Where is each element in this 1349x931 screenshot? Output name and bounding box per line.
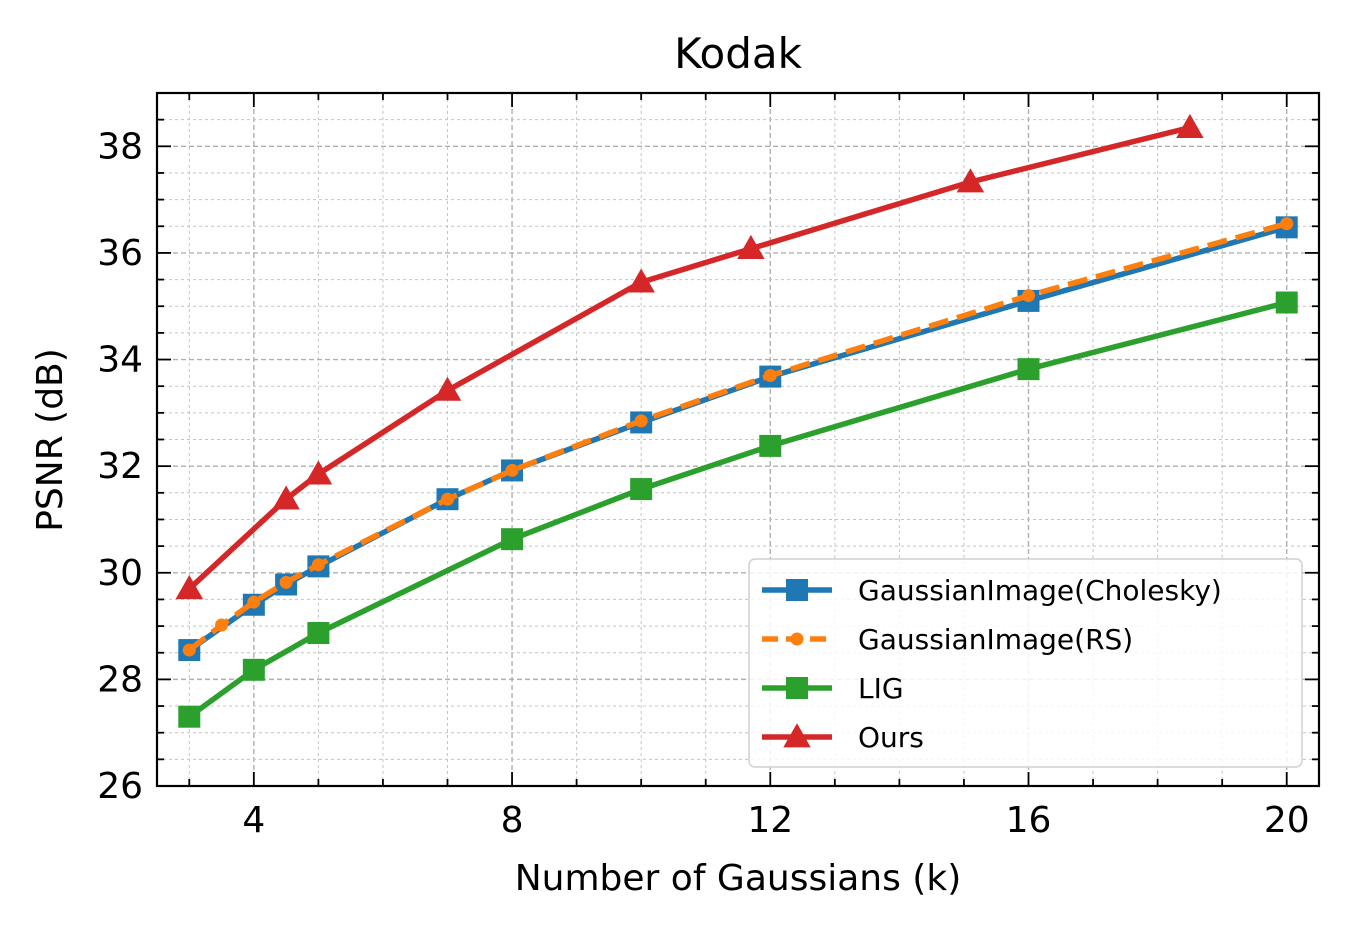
legend-label: Ours bbox=[858, 721, 924, 754]
data-point bbox=[1022, 289, 1035, 303]
y-tick-label: 34 bbox=[97, 340, 143, 381]
x-axis-label: Number of Gaussians (k) bbox=[515, 858, 962, 899]
legend: GaussianImage(Cholesky) GaussianImage(RS)… bbox=[748, 558, 1303, 768]
y-tick-label: 32 bbox=[97, 446, 143, 487]
chart-title: Kodak bbox=[674, 29, 803, 78]
data-point bbox=[433, 376, 462, 401]
data-point bbox=[501, 528, 524, 551]
legend-label: GaussianImage(Cholesky) bbox=[858, 574, 1222, 607]
data-point bbox=[1275, 291, 1298, 314]
legend-label: GaussianImage(RS) bbox=[858, 623, 1133, 656]
plot-frame bbox=[155, 91, 1321, 788]
legend-label: LIG bbox=[858, 672, 904, 705]
tick-labels: 4 8 12 16 20 26 28 30 32 34 36 38 bbox=[97, 126, 1309, 841]
data-point bbox=[441, 492, 454, 506]
data-point bbox=[1017, 358, 1040, 381]
series-layer bbox=[175, 113, 1298, 728]
data-point bbox=[630, 478, 653, 501]
y-tick-label: 38 bbox=[97, 126, 143, 167]
data-point bbox=[505, 463, 519, 477]
x-tick-label: 16 bbox=[1006, 800, 1052, 841]
data-point bbox=[311, 558, 325, 572]
data-point bbox=[763, 369, 777, 383]
data-point bbox=[178, 705, 201, 728]
data-point bbox=[737, 234, 765, 259]
data-point bbox=[247, 595, 261, 609]
x-tick-label: 8 bbox=[501, 800, 524, 841]
data-point bbox=[786, 677, 808, 699]
x-tick-label: 12 bbox=[747, 800, 793, 841]
x-tick-label: 4 bbox=[242, 800, 265, 841]
data-point bbox=[1280, 217, 1294, 231]
y-tick-label: 36 bbox=[97, 233, 143, 274]
x-tick-label: 20 bbox=[1264, 800, 1310, 841]
data-point bbox=[1176, 113, 1204, 138]
legend-entry: GaussianImage(RS) bbox=[762, 623, 1133, 656]
y-tick-label: 28 bbox=[97, 659, 143, 700]
series-ours bbox=[175, 113, 1204, 600]
data-point bbox=[759, 434, 782, 457]
y-tick-label: 30 bbox=[97, 553, 143, 594]
data-point bbox=[175, 575, 204, 600]
legend-entry: Ours bbox=[762, 721, 924, 754]
data-point bbox=[242, 658, 265, 681]
data-point bbox=[307, 622, 330, 645]
data-point bbox=[215, 618, 229, 632]
data-point bbox=[272, 485, 300, 510]
y-tick-label: 26 bbox=[97, 766, 143, 807]
data-point bbox=[783, 723, 811, 748]
legend-entry: LIG bbox=[762, 672, 904, 705]
legend-entry: GaussianImage(Cholesky) bbox=[762, 574, 1222, 607]
series-lig bbox=[178, 291, 1298, 728]
legend-box bbox=[748, 558, 1303, 768]
data-point bbox=[786, 579, 808, 601]
data-point bbox=[627, 268, 655, 293]
data-point bbox=[304, 460, 333, 485]
data-point bbox=[279, 575, 293, 589]
data-point bbox=[182, 643, 196, 657]
data-point bbox=[634, 414, 648, 428]
series-gaussianimage-rs- bbox=[182, 217, 1294, 657]
data-point bbox=[790, 632, 804, 646]
data-point bbox=[956, 168, 985, 193]
y-axis-label: PSNR (dB) bbox=[30, 348, 71, 532]
